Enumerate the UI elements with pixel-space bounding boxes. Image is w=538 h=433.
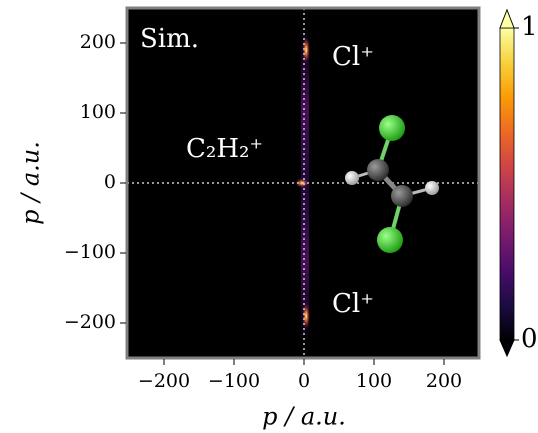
colorbar-extend-top [499, 8, 515, 29]
y-tick-label: 0 [104, 171, 116, 193]
plot-frame [125, 6, 481, 360]
colorbar-tick-label: 1 [521, 12, 538, 42]
x-tick-label: −200 [138, 370, 190, 392]
y-axis-label: p / a.u. [17, 141, 45, 225]
x-axis-label: p / a.u. [262, 403, 346, 431]
annotation: Cl⁺ [332, 42, 374, 72]
colorbar [499, 27, 515, 341]
intensity-spot [302, 302, 311, 330]
x-tick-label: −100 [208, 370, 260, 392]
molecule [345, 115, 439, 253]
x-tick-label: 100 [356, 370, 392, 392]
intensity-spot [294, 178, 309, 188]
annotation: Cl⁺ [332, 289, 374, 319]
annotation: Sim. [140, 24, 199, 54]
y-tick-label: −100 [64, 241, 116, 263]
y-tick-label: 100 [80, 101, 116, 123]
y-tick-label: 200 [80, 31, 116, 53]
annotation: C₂H₂⁺ [186, 134, 263, 164]
x-tick-label: 0 [298, 370, 310, 392]
y-tick-label: −200 [64, 311, 116, 333]
colorbar-tick-label: 0 [521, 324, 538, 354]
x-tick-label: 200 [426, 370, 462, 392]
